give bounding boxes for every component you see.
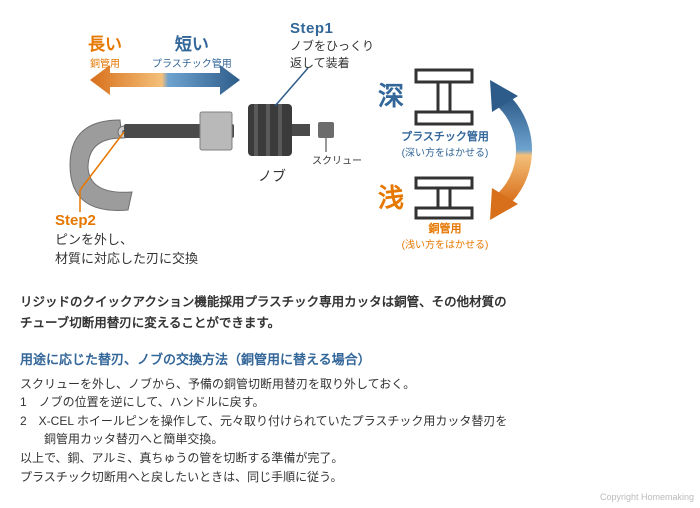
knob-label: ノブ <box>258 166 286 186</box>
ibeam-deep <box>416 70 472 124</box>
step2-title: Step2 <box>55 212 96 229</box>
short-label: 短い プラスチック管用 <box>152 30 232 70</box>
deep-sub: プラスチック管用 (深い方をはかせる) <box>390 128 500 159</box>
tool-shape <box>70 104 334 210</box>
long-label: 長い 銅管用 <box>88 30 122 70</box>
howto-heading: 用途に応じた替刃、ノブの交換方法（銅管用に替える場合） <box>20 349 680 371</box>
screw-label: スクリュー <box>312 152 362 167</box>
step1-title: Step1 <box>290 20 333 37</box>
steps-block: スクリューを外し、ノブから、予備の銅管切断用替刃を取り外しておく。 1 ノブの位… <box>20 375 680 487</box>
ibeam-shallow <box>416 178 472 218</box>
diagram-area: 長い 銅管用 短い プラスチック管用 Step1 ノブをひっくり 返して装着 ス… <box>20 20 680 280</box>
step2-block: Step2 ピンを外し、 材質に対応した刃に交換 <box>55 212 198 267</box>
shallow-label: 浅 <box>378 178 404 215</box>
deep-label: 深 <box>378 76 404 113</box>
step1-block: Step1 ノブをひっくり 返して装着 <box>290 20 374 71</box>
shallow-sub: 銅管用 (浅い方をはかせる) <box>400 220 490 251</box>
intro-paragraph: リジッドのクイックアクション機能採用プラスチック専用カッタは銅管、その他材質の … <box>20 292 680 335</box>
copyright: Copyright Homemaking <box>600 492 694 502</box>
